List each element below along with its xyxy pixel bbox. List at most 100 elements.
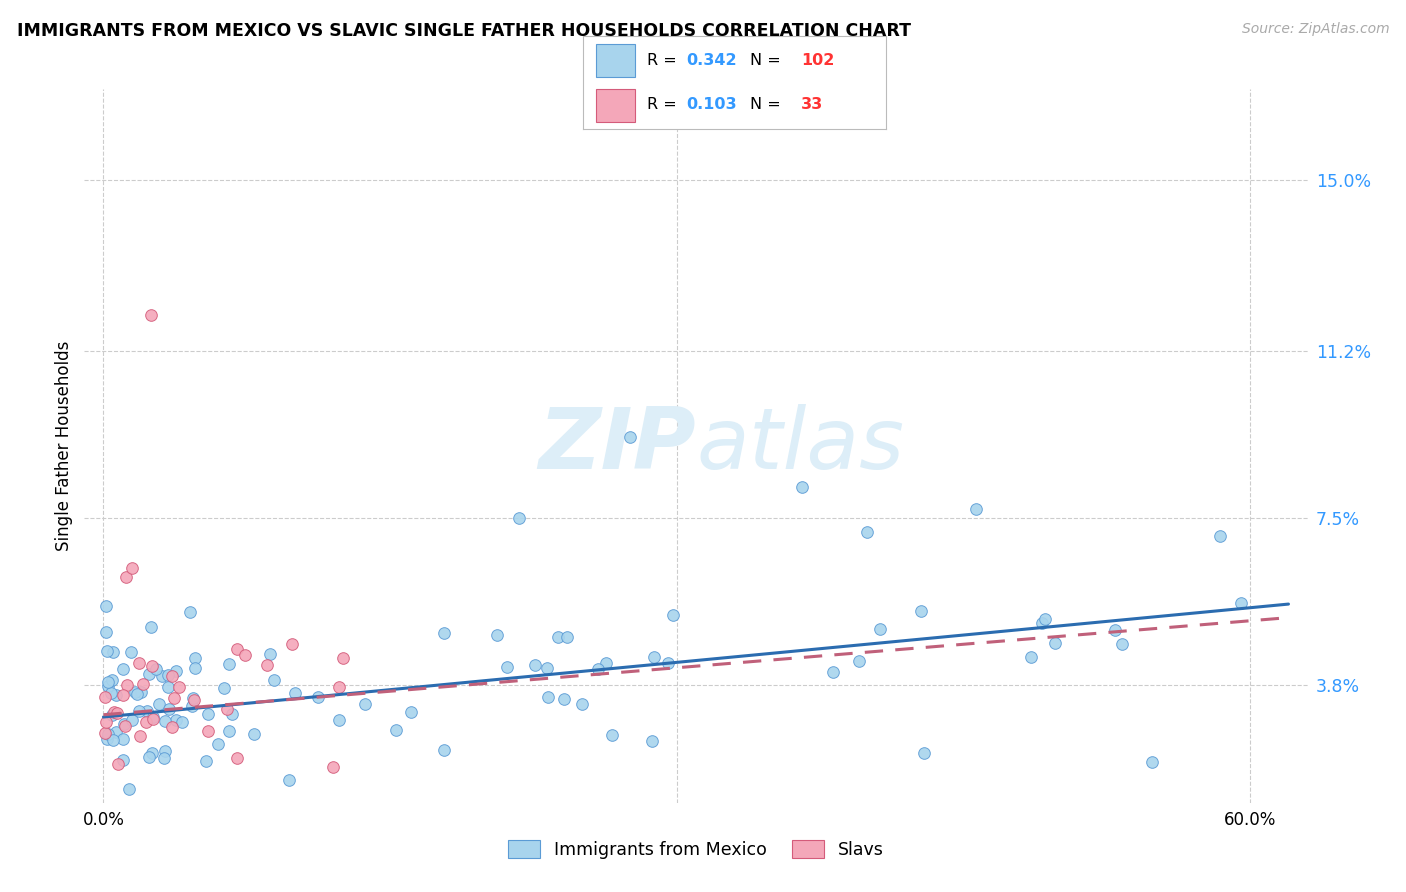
Point	[96, 599, 118, 614]
Point	[103, 733, 125, 747]
Point	[94, 625, 117, 640]
Point	[139, 620, 162, 634]
Point	[1035, 612, 1057, 626]
Point	[332, 650, 354, 665]
Point	[153, 750, 176, 764]
Text: 0.342: 0.342	[686, 53, 737, 68]
Point	[965, 502, 987, 516]
Point	[1104, 623, 1126, 637]
Point	[399, 705, 422, 719]
Point	[640, 733, 662, 747]
Point	[165, 664, 187, 678]
Point	[141, 308, 163, 322]
Point	[869, 622, 891, 636]
Point	[127, 688, 149, 702]
Legend: Immigrants from Mexico, Slavs: Immigrants from Mexico, Slavs	[502, 833, 890, 865]
Point	[855, 524, 877, 539]
Text: R =: R =	[647, 97, 682, 112]
Point	[662, 608, 685, 623]
Point	[523, 658, 546, 673]
Point	[485, 627, 508, 641]
Point	[1111, 637, 1133, 651]
Text: N =: N =	[749, 53, 786, 68]
Point	[112, 716, 135, 731]
Point	[384, 723, 406, 737]
Point	[433, 743, 456, 757]
Text: ZIP: ZIP	[538, 404, 696, 488]
Point	[207, 737, 229, 751]
Point	[643, 649, 665, 664]
Point	[142, 713, 165, 727]
Point	[100, 686, 122, 700]
Point	[131, 685, 153, 699]
Point	[141, 746, 163, 760]
Point	[508, 511, 530, 525]
Point	[96, 679, 118, 693]
Point	[619, 430, 641, 444]
Point	[821, 665, 844, 680]
Point	[141, 659, 163, 673]
Point	[910, 604, 932, 618]
Point	[118, 782, 141, 797]
Point	[165, 713, 187, 727]
Point	[111, 731, 134, 746]
Point	[184, 651, 207, 665]
Point	[183, 693, 205, 707]
Point	[553, 692, 575, 706]
Point	[179, 605, 201, 619]
Point	[157, 681, 180, 695]
Point	[433, 626, 456, 640]
Point	[1140, 755, 1163, 769]
Point	[657, 657, 679, 671]
Point	[101, 673, 124, 688]
Point	[153, 714, 176, 728]
Point	[160, 720, 183, 734]
Text: IMMIGRANTS FROM MEXICO VS SLAVIC SINGLE FATHER HOUSEHOLDS CORRELATION CHART: IMMIGRANTS FROM MEXICO VS SLAVIC SINGLE …	[17, 22, 911, 40]
Point	[135, 714, 157, 729]
Point	[105, 706, 128, 720]
Text: 33: 33	[801, 97, 824, 112]
Point	[328, 714, 350, 728]
Point	[226, 641, 249, 656]
Point	[495, 660, 517, 674]
Point	[96, 714, 118, 729]
Point	[197, 723, 219, 738]
Bar	[596, 89, 636, 122]
Point	[197, 706, 219, 721]
Point	[138, 667, 160, 681]
Point	[571, 697, 593, 711]
Point	[226, 750, 249, 764]
Point	[588, 662, 610, 676]
Point	[135, 704, 157, 718]
Point	[284, 686, 307, 700]
Point	[107, 757, 129, 772]
Point	[145, 662, 167, 676]
Point	[259, 647, 281, 661]
Point	[138, 750, 160, 764]
Point	[117, 678, 139, 692]
Point	[169, 680, 191, 694]
Point	[278, 772, 301, 787]
Point	[101, 645, 124, 659]
Point	[124, 685, 146, 699]
Point	[595, 656, 617, 670]
Point	[181, 690, 204, 705]
Point	[121, 713, 143, 727]
Point	[1019, 649, 1042, 664]
Point	[555, 630, 578, 644]
Point	[153, 744, 176, 758]
Point	[790, 480, 813, 494]
Point	[111, 688, 134, 702]
Point	[128, 730, 150, 744]
Point	[160, 669, 183, 683]
Point	[233, 648, 256, 663]
Y-axis label: Single Father Households: Single Father Households	[55, 341, 73, 551]
Text: 0.103: 0.103	[686, 97, 737, 112]
Point	[218, 657, 240, 671]
Bar	[596, 44, 636, 77]
Point	[100, 708, 122, 723]
Point	[912, 746, 935, 760]
Text: N =: N =	[749, 97, 786, 112]
Text: 102: 102	[801, 53, 835, 68]
Point	[163, 690, 186, 705]
